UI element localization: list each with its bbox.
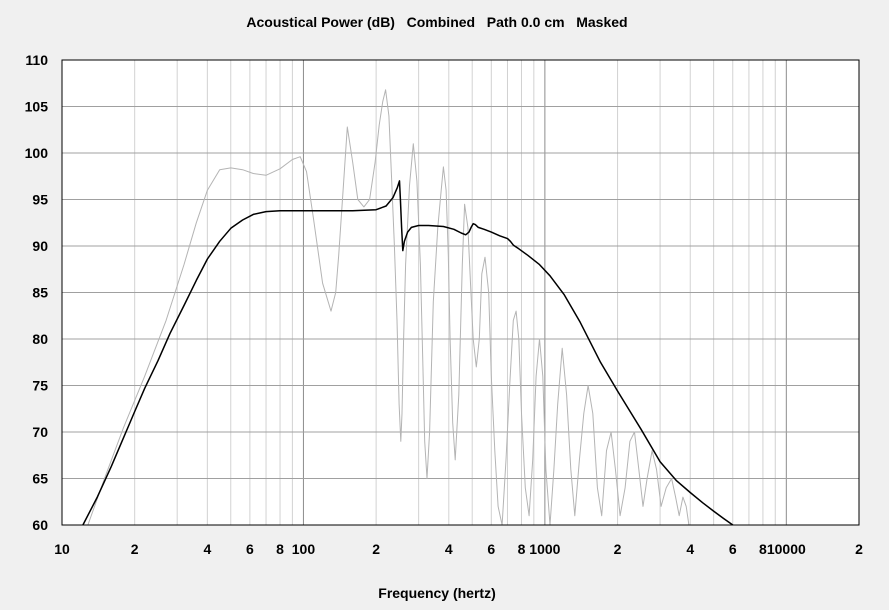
series-layer [82, 89, 734, 526]
x-tick-label: 2 [855, 541, 863, 557]
chart-title: Acoustical Power (dB) Combined Path 0.0 … [246, 14, 627, 30]
x-tick-label: 2 [372, 541, 380, 557]
y-tick-label: 65 [32, 471, 48, 487]
x-tick-label: 2 [131, 541, 139, 557]
x-tick-label: 6 [487, 541, 495, 557]
x-tick-label: 1000 [529, 541, 560, 557]
x-axis-label: Frequency (hertz) [378, 585, 495, 601]
x-tick-label: 2 [614, 541, 622, 557]
y-tick-label: 75 [32, 378, 48, 394]
series-line-0 [87, 89, 690, 526]
x-tick-label: 6 [246, 541, 254, 557]
x-tick-label: 6 [729, 541, 737, 557]
y-tick-label: 70 [32, 424, 48, 440]
y-tick-label: 95 [32, 192, 48, 208]
x-tick-label: 4 [686, 541, 694, 557]
x-tick-label: 4 [203, 541, 211, 557]
x-tick-label: 8 [518, 541, 526, 557]
plot-frame [61, 59, 860, 526]
x-tick-label: 8 [276, 541, 284, 557]
y-tick-label: 110 [25, 52, 48, 68]
x-tick-label: 10000 [767, 541, 806, 557]
y-tick-label: 105 [25, 99, 49, 115]
y-tick-label: 60 [32, 517, 48, 533]
y-axis-tick-labels: 110 105 100 95 90 85 80 75 70 65 60 [25, 52, 49, 533]
x-tick-label: 100 [292, 541, 316, 557]
x-tick-label: 8 [759, 541, 767, 557]
x-tick-label: 10 [54, 541, 70, 557]
x-tick-label: 4 [445, 541, 453, 557]
y-tick-label: 80 [32, 331, 48, 347]
y-tick-label: 90 [32, 238, 48, 254]
series-line-1 [82, 180, 734, 526]
y-tick-label: 100 [25, 145, 49, 161]
grid [62, 60, 859, 525]
x-axis-tick-labels: 10 2 4 6 8 100 2 4 6 8 1000 2 4 6 8 10000 2 [54, 541, 863, 557]
y-tick-label: 85 [32, 285, 48, 301]
